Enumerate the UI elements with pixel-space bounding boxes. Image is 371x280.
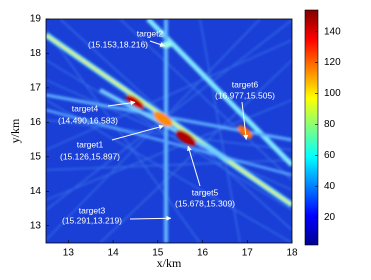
y-tick-label: 16 <box>30 117 42 128</box>
target-label: target4 <box>72 103 99 113</box>
target-coords: (15.126,15.897) <box>60 151 120 161</box>
colorbar-tick-label: 40 <box>324 181 336 192</box>
y-tick-label: 17 <box>30 83 42 94</box>
y-tick-label: 13 <box>30 220 42 231</box>
colorbar-tick-label: 60 <box>324 150 336 161</box>
target-coords: (14.490,16.583) <box>58 115 118 125</box>
y-tick-label: 18 <box>30 48 42 59</box>
y-axis-label: y/km <box>8 118 22 143</box>
colorbar-tick-label: 80 <box>324 119 336 130</box>
y-tick-label: 14 <box>30 186 42 197</box>
x-axis-label: x/km <box>157 256 182 270</box>
colorbar-tick-label: 140 <box>324 26 341 37</box>
y-tick-label: 19 <box>30 14 42 25</box>
target-arrow <box>111 124 164 141</box>
x-tick-label: 17 <box>242 248 254 259</box>
target-arrow <box>107 100 136 107</box>
colorbar-tick-label: 120 <box>324 57 341 68</box>
colorbar <box>304 9 319 246</box>
target-coords: (16.977,15.505) <box>215 90 275 100</box>
x-tick-label: 13 <box>63 248 75 259</box>
target-coords: (15.678,15.309) <box>175 198 235 208</box>
heatmap <box>46 19 292 243</box>
x-tick-label: 18 <box>286 248 298 259</box>
y-tick-label: 15 <box>30 151 42 162</box>
x-tick-label: 16 <box>197 248 209 259</box>
plot-frame <box>45 18 293 244</box>
x-tick-label: 14 <box>108 248 120 259</box>
target-coords: (15.291,13.219) <box>62 215 122 225</box>
target-coords: (15.153,18.216) <box>88 39 148 49</box>
target-label: target3 <box>79 205 106 215</box>
target-arrow <box>129 215 172 221</box>
target-label: target2 <box>137 28 164 38</box>
colorbar-tick-label: 100 <box>324 88 341 99</box>
target-label: target5 <box>192 187 219 197</box>
x-tick-label: 15 <box>152 248 164 259</box>
colorbar-tick-label: 20 <box>324 212 336 223</box>
target-label: target1 <box>77 139 104 149</box>
target-label: target6 <box>232 79 259 89</box>
target-arrow <box>149 40 166 47</box>
target-arrow <box>241 101 249 140</box>
target-arrow <box>187 145 201 187</box>
